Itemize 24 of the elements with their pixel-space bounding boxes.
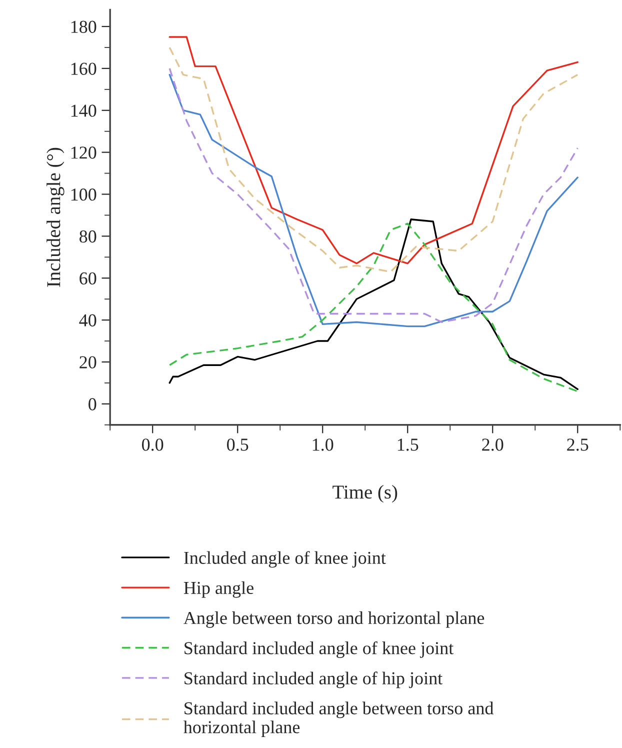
y-tick-label: 60	[80, 272, 96, 285]
y-tick-label: 180	[71, 20, 96, 33]
x-tick-label: 1.5	[398, 438, 418, 451]
y-tick-label: 100	[71, 188, 96, 201]
y-tick-label: 40	[79, 314, 96, 326]
y-tick-label: 0	[88, 398, 96, 410]
x-tick-label: 0.5	[227, 438, 248, 451]
legend-label: Hip angle	[184, 581, 254, 598]
legend-label: Standard included angle between torso and horizontal plane	[184, 702, 494, 737]
legend-label: Standard included angle of knee joint	[184, 641, 454, 658]
y-tick-label: 140	[71, 104, 96, 117]
y-tick-label: 160	[71, 62, 96, 75]
y-axis-title: Included angle (°)	[46, 148, 64, 287]
x-tick-label: 2.5	[567, 438, 588, 451]
legend-label: Standard included angle of hip joint	[184, 672, 443, 688]
legend-label: Angle between torso and horizontal plane	[184, 611, 484, 628]
x-tick-label: 1.0	[312, 438, 334, 451]
x-tick-label: 2.0	[482, 438, 504, 451]
legend-label: Included angle of knee joint	[184, 551, 386, 568]
x-axis-title: Time (s)	[332, 484, 398, 503]
x-tick-label: 0.0	[142, 438, 164, 451]
y-tick-label: 80	[80, 230, 96, 243]
y-tick-label: 20	[80, 356, 96, 368]
y-tick-label: 120	[71, 146, 96, 159]
